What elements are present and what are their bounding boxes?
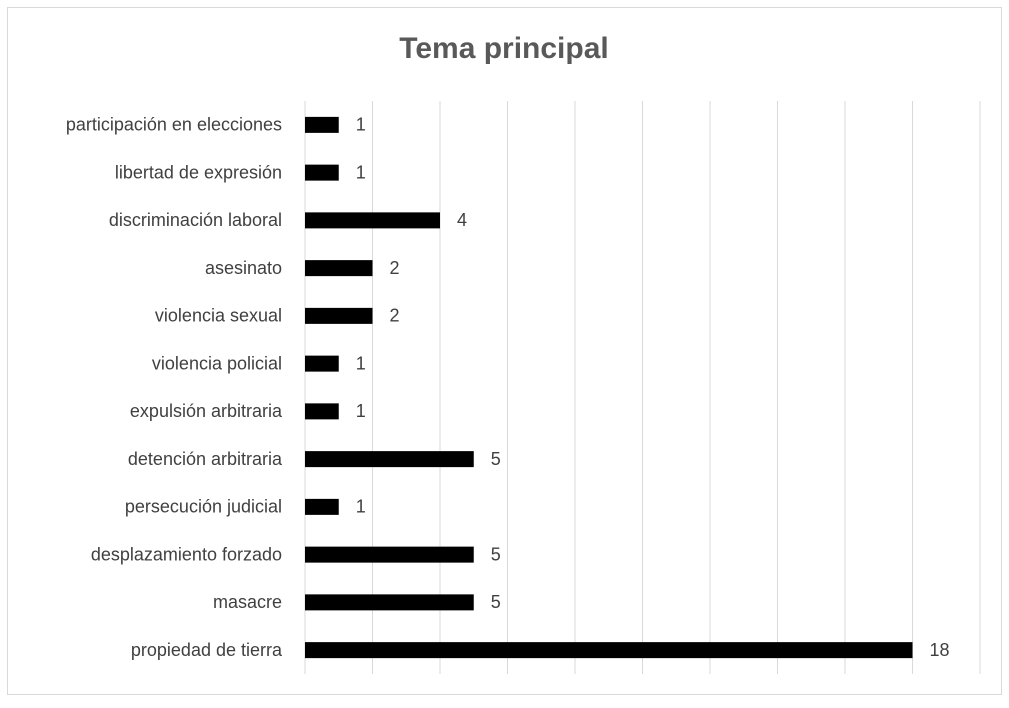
y-tick-label: persecución judicial bbox=[125, 497, 282, 517]
data-label: 1 bbox=[356, 115, 366, 135]
bar bbox=[305, 546, 474, 563]
y-tick-label: masacre bbox=[213, 592, 282, 612]
data-label: 1 bbox=[356, 497, 366, 517]
bar bbox=[305, 498, 339, 515]
y-tick-label: violencia policial bbox=[152, 353, 282, 373]
data-label: 1 bbox=[356, 401, 366, 421]
bar bbox=[305, 642, 913, 659]
y-tick-label: expulsión arbitraria bbox=[130, 401, 283, 421]
data-label: 2 bbox=[390, 258, 400, 278]
bar bbox=[305, 116, 339, 133]
chart-border bbox=[7, 7, 1002, 695]
data-label: 2 bbox=[390, 306, 400, 326]
bar bbox=[305, 164, 339, 181]
data-label: 18 bbox=[930, 640, 950, 660]
data-label: 5 bbox=[491, 544, 501, 564]
data-label: 1 bbox=[356, 353, 366, 373]
chart-title: Tema principal bbox=[399, 32, 609, 65]
bar bbox=[305, 403, 339, 420]
y-tick-label: detención arbitraria bbox=[128, 449, 283, 469]
bar bbox=[305, 260, 373, 277]
y-tick-label: desplazamiento forzado bbox=[91, 544, 282, 564]
y-tick-label: participación en elecciones bbox=[66, 115, 282, 135]
data-label: 4 bbox=[457, 210, 467, 230]
data-label: 5 bbox=[491, 592, 501, 612]
bar bbox=[305, 451, 474, 468]
bar bbox=[305, 594, 474, 611]
bar bbox=[305, 212, 440, 229]
data-label: 1 bbox=[356, 162, 366, 182]
y-tick-label: violencia sexual bbox=[155, 306, 282, 326]
y-tick-label: discriminación laboral bbox=[109, 210, 282, 230]
y-tick-label: libertad de expresión bbox=[115, 162, 282, 182]
y-tick-label: asesinato bbox=[205, 258, 282, 278]
bar bbox=[305, 307, 373, 324]
bar bbox=[305, 355, 339, 372]
data-label: 5 bbox=[491, 449, 501, 469]
y-tick-label: propiedad de tierra bbox=[131, 640, 283, 660]
